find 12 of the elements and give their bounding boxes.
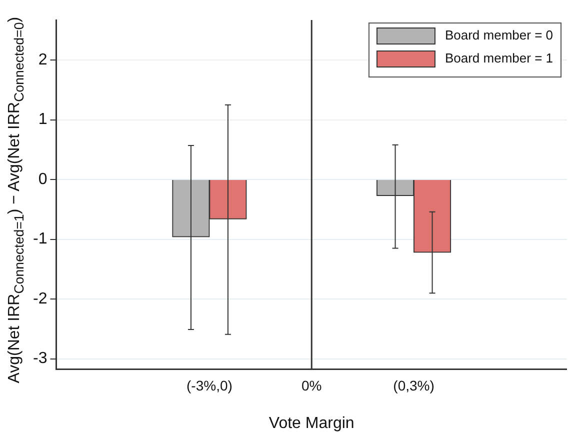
x-tick-label: (0,3%) — [393, 377, 434, 394]
legend-label: Board member = 0 — [444, 28, 554, 43]
y-tick-label: 0 — [38, 170, 48, 188]
legend-label: Board member = 1 — [444, 50, 554, 66]
y-tick-label: -1 — [32, 230, 48, 248]
y-tick-label: -2 — [32, 290, 48, 308]
y-tick-label: -3 — [32, 350, 48, 368]
y-tick-label: 2 — [38, 51, 48, 68]
x-tick-label: 0% — [301, 377, 322, 394]
x-axis-title: Vote Margin — [268, 414, 354, 432]
y-tick-label: 1 — [38, 111, 48, 128]
x-tick-label: (-3%,0) — [186, 377, 232, 394]
